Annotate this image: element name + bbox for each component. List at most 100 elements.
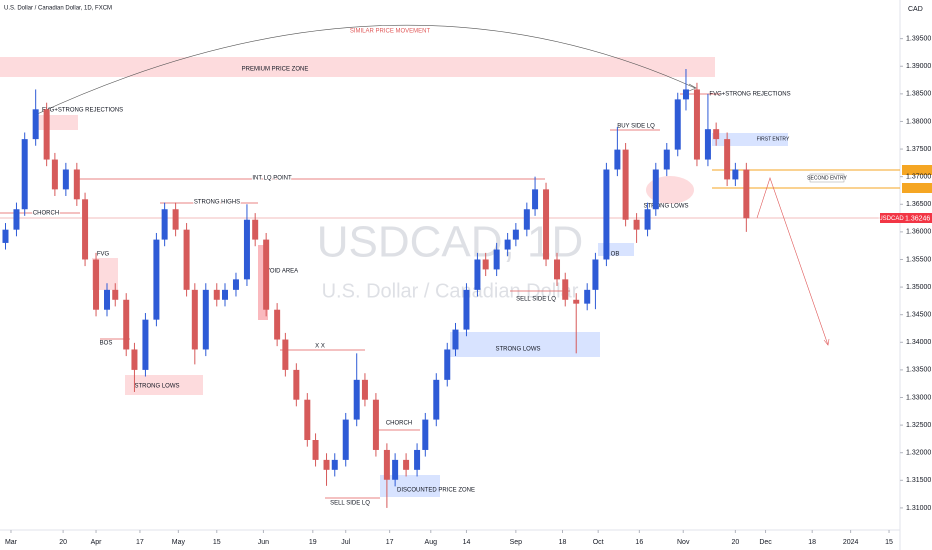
annotation: STRONG LOWS (495, 347, 540, 353)
candle-body (104, 289, 111, 310)
candle-body (682, 89, 689, 100)
candle-body (243, 219, 250, 280)
y-tick-label: 1.31000 (906, 505, 931, 512)
candle-body (403, 459, 410, 470)
candle-body (663, 149, 670, 170)
candle-body (724, 139, 731, 180)
candle-body (704, 129, 711, 160)
x-tick-label: 16 (635, 539, 643, 546)
candle-body (312, 440, 319, 460)
candle-body (274, 309, 281, 340)
candle-body (62, 169, 69, 190)
fvg-zone (35, 115, 78, 130)
first-entry-box (712, 133, 788, 146)
annotation: STRONG HIGHS (194, 200, 240, 206)
x-tick-label: Dec (759, 539, 772, 546)
candle-body (532, 189, 539, 210)
chart-title: U.S. Dollar / Canadian Dollar, 1D, FXCM (4, 6, 112, 12)
x-tick-label: May (172, 539, 186, 546)
y-tick-label: 1.37000 (906, 174, 931, 181)
last-price-label: 1.36246 (905, 215, 930, 222)
y-tick-label: 1.38000 (906, 118, 931, 125)
watermark-symbol: USDCAD, 1D (317, 218, 584, 267)
y-tick-label: 1.34000 (906, 339, 931, 346)
x-tick-label: 15 (213, 539, 221, 546)
candle-body (282, 339, 289, 370)
annotation: FVG+STRONG REJECTIONS (42, 108, 123, 114)
x-tick-label: 18 (559, 539, 567, 546)
candle-body (222, 289, 228, 300)
x-tick-label: 17 (386, 539, 394, 546)
annotation: INT LQ POINT (252, 176, 292, 182)
candle-body (433, 379, 440, 420)
symbol-label: USDCAD (878, 216, 904, 222)
candle-body (342, 419, 349, 460)
y-tick-label: 1.35000 (906, 284, 931, 291)
candle-body (562, 279, 569, 300)
annotation: SECOND ENTRY (807, 175, 847, 181)
y-tick-label: 1.32000 (906, 450, 931, 457)
arrow-head (688, 83, 697, 92)
candle-body (51, 159, 58, 190)
candle-body (361, 379, 368, 400)
candle-body (554, 259, 561, 280)
annotation: SIMILAR PRICE MOVEMENT (350, 29, 431, 35)
candle-body (73, 169, 80, 200)
annotation: SELL SIDE LQ (330, 501, 370, 507)
candle-body (263, 239, 270, 310)
drawings: USDCAD 1.36246 SIMILAR PRICE MOVEMENT PR… (0, 24, 932, 507)
candle-body (323, 459, 330, 470)
x-tick-label: 17 (136, 539, 144, 546)
annotation: CHORCH (386, 421, 412, 427)
candle-body (573, 299, 580, 304)
x-tick-label: Aug (425, 539, 438, 546)
candle-body (422, 419, 429, 450)
candle-body (512, 229, 519, 240)
candle-body (603, 169, 610, 260)
candle-body (383, 449, 390, 480)
annotation: FIRST ENTRY (757, 136, 790, 142)
y-tick-label: 1.39000 (906, 63, 931, 70)
annotation: SELL SIDE LQ (516, 297, 556, 303)
strong-lows-box (125, 375, 203, 395)
x-tick-label: Jun (258, 539, 269, 546)
y-tick-label: 1.39500 (906, 35, 931, 42)
candle-body (584, 289, 591, 304)
candle-body (191, 289, 198, 350)
candle-body (652, 169, 659, 210)
x-tick-label: 20 (59, 539, 67, 546)
candle-body (732, 169, 739, 180)
candle-body (93, 259, 100, 310)
x-tick-label: Nov (677, 539, 690, 546)
candle-body (452, 329, 459, 350)
y-tick-label: 1.31500 (906, 477, 931, 484)
premium-zone (0, 57, 715, 77)
y-tick-label: 1.33000 (906, 394, 931, 401)
price-tag (902, 213, 932, 223)
candle-body (523, 209, 530, 230)
candle-body (21, 139, 28, 210)
annotation: OB (611, 252, 620, 258)
annotation: STRONG LOWS (643, 204, 688, 210)
candle-body (633, 219, 640, 230)
candle-body (372, 399, 379, 450)
annotation: DISCOUNTED PRICE ZONE (397, 488, 475, 494)
candle-body (43, 109, 50, 160)
candle-body (463, 289, 470, 330)
annotation: STRONG LOWS (134, 384, 179, 390)
candle-body (161, 209, 168, 240)
candle-body (331, 459, 338, 470)
candle-body (82, 199, 89, 260)
candle-body (674, 99, 681, 150)
second-entry-box (809, 173, 845, 183)
void-box (258, 245, 268, 320)
candle-body (504, 239, 511, 250)
candle-body (172, 209, 179, 230)
candle-body (414, 449, 421, 470)
candle-body (543, 189, 550, 260)
watermark-name: U.S. Dollar / Canadian Dollar (322, 280, 579, 302)
annotation: X X (315, 344, 325, 350)
annotation: BUY SIDE LQ (617, 124, 655, 130)
